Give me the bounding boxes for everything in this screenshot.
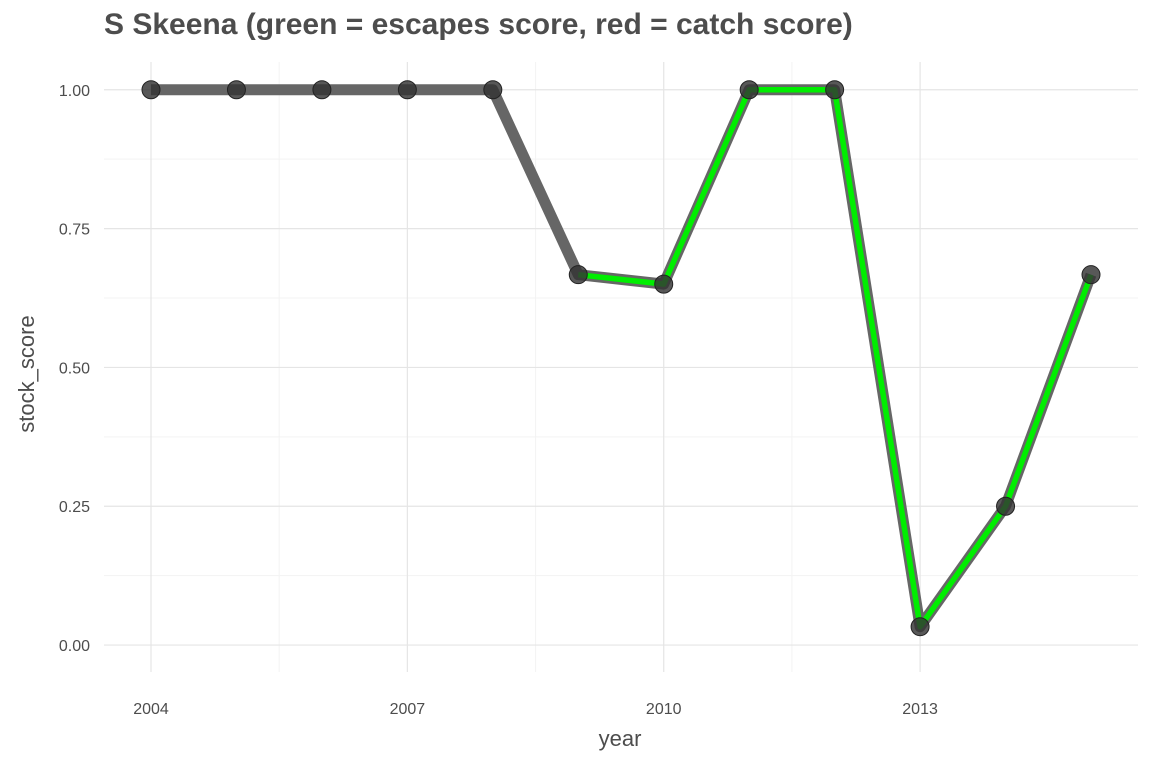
data-point [996,496,1016,516]
data-point [226,80,246,100]
data-point [1081,265,1101,285]
y-tick-label: 0.50 [59,360,90,377]
x-tick-labels: 2004 2007 2010 2013 [133,701,938,718]
data-point [568,265,588,285]
y-axis-title: stock_score [14,315,39,432]
data-point [141,80,161,100]
data-point [739,80,759,100]
data-points [141,80,1101,637]
data-point [910,617,930,637]
data-point [397,80,417,100]
x-tick-label: 2013 [902,701,938,718]
y-tick-label: 1.00 [59,83,90,100]
y-tick-label: 0.25 [59,499,90,516]
data-point [825,80,845,100]
x-tick-label: 2004 [133,701,169,718]
chart-title: S Skeena (green = escapes score, red = c… [104,8,853,41]
x-tick-label: 2007 [390,701,426,718]
series-line-green [577,87,1094,630]
grid-lines [104,62,1138,672]
y-tick-label: 0.75 [59,222,90,239]
y-tick-label: 0.00 [59,638,90,655]
x-axis-title: year [599,726,642,751]
data-point [312,80,332,100]
data-point [654,274,674,294]
series-lines [151,84,1097,633]
x-tick-label: 2010 [646,701,682,718]
series-line-grey [151,84,1097,633]
data-point [483,80,503,100]
y-tick-labels: 0.00 0.25 0.50 0.75 1.00 [59,83,90,655]
